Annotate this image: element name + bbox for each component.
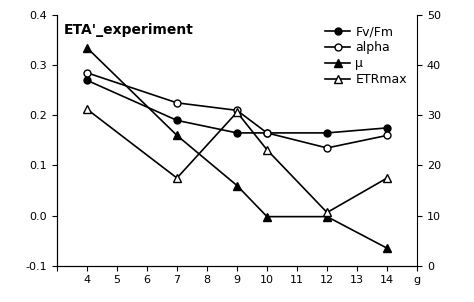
alpha	[264, 131, 270, 135]
Fv/Fm	[174, 119, 180, 122]
Line: Fv/Fm: Fv/Fm	[83, 77, 391, 137]
μ	[84, 46, 90, 50]
μ	[324, 215, 330, 218]
Fv/Fm	[264, 131, 270, 135]
μ	[264, 215, 270, 218]
alpha	[324, 146, 330, 150]
μ	[384, 246, 390, 250]
alpha	[234, 108, 240, 112]
Fv/Fm	[84, 79, 90, 82]
Fv/Fm	[384, 126, 390, 130]
ETRmax	[234, 111, 240, 114]
Fv/Fm	[234, 131, 240, 135]
Line: alpha: alpha	[83, 69, 391, 151]
alpha	[384, 133, 390, 137]
ETRmax	[174, 176, 180, 180]
ETRmax	[384, 176, 390, 180]
Legend: Fv/Fm, alpha, μ, ETRmax: Fv/Fm, alpha, μ, ETRmax	[322, 21, 411, 90]
ETRmax	[84, 107, 90, 111]
μ	[174, 133, 180, 137]
alpha	[84, 71, 90, 75]
Text: ETA'_experiment: ETA'_experiment	[64, 23, 194, 37]
Line: μ: μ	[83, 43, 391, 252]
alpha	[174, 101, 180, 105]
ETRmax	[264, 148, 270, 152]
Line: ETRmax: ETRmax	[83, 105, 391, 217]
Fv/Fm	[324, 131, 330, 135]
μ	[234, 184, 240, 187]
ETRmax	[324, 211, 330, 214]
